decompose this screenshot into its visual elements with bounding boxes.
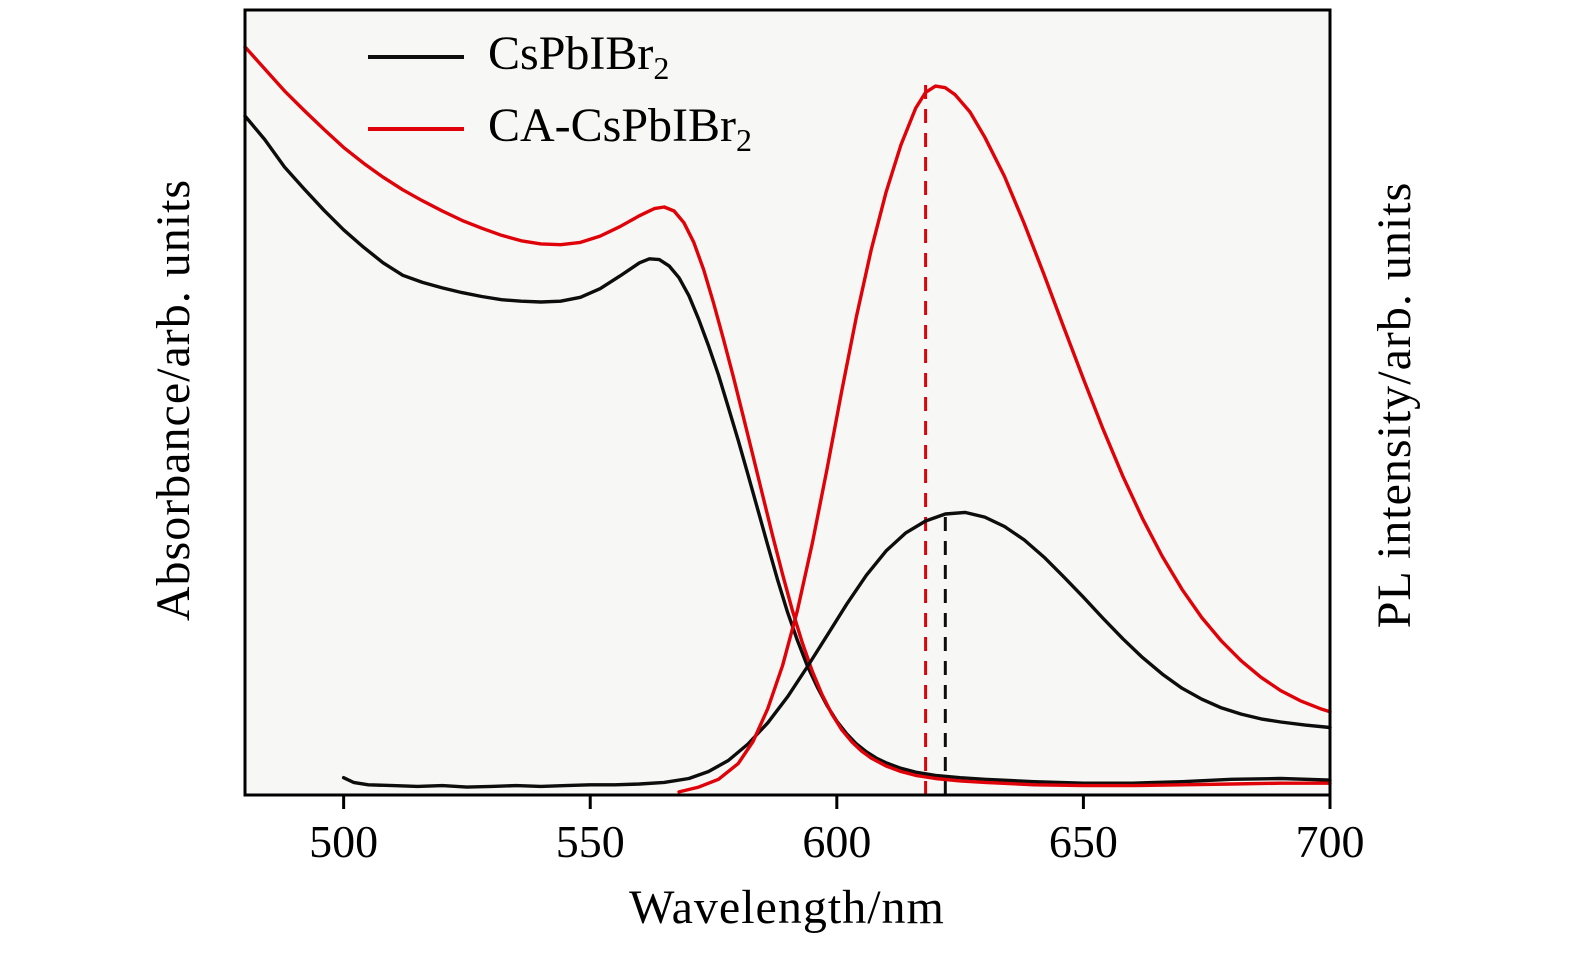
legend-label-ca-cspbibr2: CA-CsPbIBr2 (488, 99, 753, 158)
legend: CsPbIBr2 CA-CsPbIBr2 (368, 28, 752, 158)
legend-line-black (368, 55, 464, 59)
legend-entry-ca-cspbibr2: CA-CsPbIBr2 (368, 100, 752, 158)
y-axis-label-right: PL intensity/arb. units (1368, 181, 1421, 629)
series-CA-CsPbIBr2-pl (677, 84, 1332, 794)
x-tick-label: 700 (1296, 816, 1365, 867)
plot-frame (243, 8, 1332, 797)
x-tick-label: 500 (309, 816, 378, 867)
y-axis-label-left: Absorbance/arb. units (147, 178, 200, 622)
legend-line-red (368, 127, 464, 131)
x-axis-label: Wavelength/nm (629, 881, 945, 934)
series-CsPbIBr2-pl (341, 510, 1332, 789)
series-CsPbIBr2-absorbance (243, 114, 1332, 785)
legend-entry-cspbibr2: CsPbIBr2 (368, 28, 752, 86)
x-tick-label: 650 (1049, 816, 1118, 867)
series-CA-CsPbIBr2-absorbance (243, 45, 1332, 788)
legend-label-cspbibr2: CsPbIBr2 (488, 27, 670, 86)
x-tick-label: 600 (802, 816, 871, 867)
x-tick-label: 550 (556, 816, 625, 867)
